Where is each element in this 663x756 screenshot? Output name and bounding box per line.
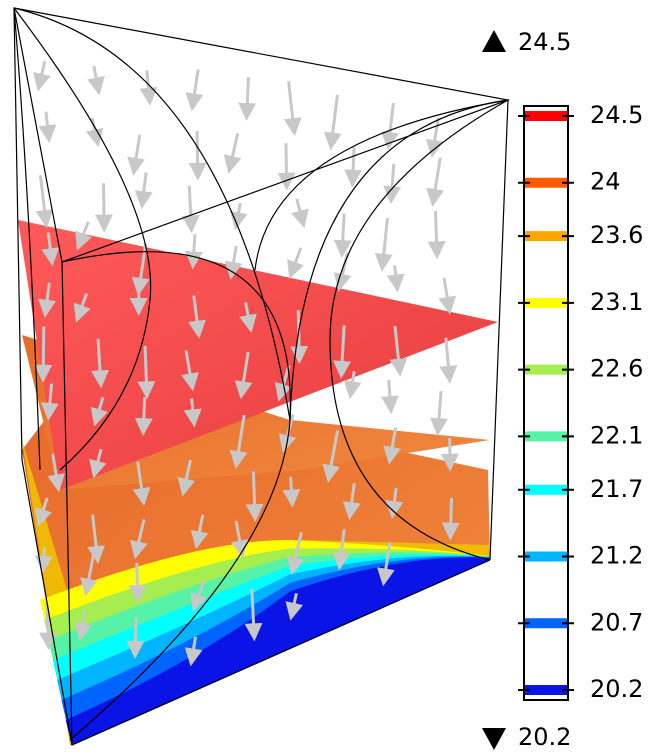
flow-arrow — [395, 265, 397, 283]
flow-arrow — [46, 112, 48, 135]
tick-label: 24 — [590, 168, 621, 196]
flow-arrow — [297, 199, 302, 220]
flow-arrow — [197, 131, 198, 172]
flow-arrow — [438, 391, 441, 427]
flow-arrow — [342, 213, 344, 249]
flow-arrow — [253, 471, 255, 513]
tick-label: 22.1 — [590, 421, 643, 449]
flow-arrow — [289, 81, 294, 127]
flow-arrow — [135, 135, 140, 167]
flow-arrow — [40, 175, 45, 219]
flow-arrow — [247, 77, 249, 112]
chart: 24.5 24 23.6 23.1 22.6 22.1 21.7 21.2 20.7 20.2 2… — [0, 0, 663, 752]
flow-arrow — [389, 380, 391, 405]
flow-arrow — [392, 164, 394, 196]
flow-arrow — [40, 61, 45, 82]
tick-label: 20.2 — [590, 675, 643, 703]
flow-arrow — [189, 186, 191, 225]
tick-label: 23.6 — [590, 221, 643, 249]
tick-label: 23.1 — [590, 288, 643, 316]
flow-arrow — [353, 147, 354, 178]
max-marker — [482, 30, 506, 52]
flow-arrow — [94, 66, 98, 86]
flow-arrow — [143, 172, 146, 200]
flow-arrow — [332, 95, 338, 142]
tick-label: 22.6 — [590, 355, 643, 383]
flow-arrow — [43, 547, 45, 565]
flow-arrow — [145, 346, 147, 390]
flow-arrow — [192, 399, 194, 419]
max-label: 24.5 — [518, 28, 571, 56]
flow-arrow — [135, 617, 136, 650]
flow-arrow — [43, 327, 44, 374]
flow-arrow — [292, 248, 300, 271]
flow-arrow — [383, 218, 388, 263]
flow-arrow — [104, 183, 105, 223]
min-label: 20.2 — [518, 723, 571, 751]
flow-arrow — [231, 133, 238, 165]
flow-arrow — [451, 498, 452, 532]
flow-arrow — [435, 211, 436, 250]
scene — [14, 8, 508, 745]
flow-arrow — [434, 158, 441, 198]
tick-label: 24.5 — [590, 101, 643, 129]
tick-label: 21.2 — [590, 542, 643, 570]
flow-arrow — [444, 278, 449, 306]
tick-label: 20.7 — [590, 608, 643, 636]
flow-arrow — [389, 103, 393, 141]
flow-arrow — [137, 563, 138, 594]
flow-arrow — [252, 589, 254, 632]
min-marker — [482, 728, 506, 750]
flow-arrow — [286, 143, 287, 181]
flow-arrow — [291, 477, 293, 499]
flow-arrow — [143, 397, 144, 427]
flow-arrow — [446, 338, 449, 375]
tick-label: 21.7 — [590, 475, 643, 503]
flow-arrow — [193, 70, 198, 103]
colorbar: 24.5 24 23.6 23.1 22.6 22.1 21.7 21.2 20.7 20.2 — [518, 101, 643, 703]
colorbar-frame — [524, 106, 568, 700]
flow-arrow — [237, 203, 240, 221]
